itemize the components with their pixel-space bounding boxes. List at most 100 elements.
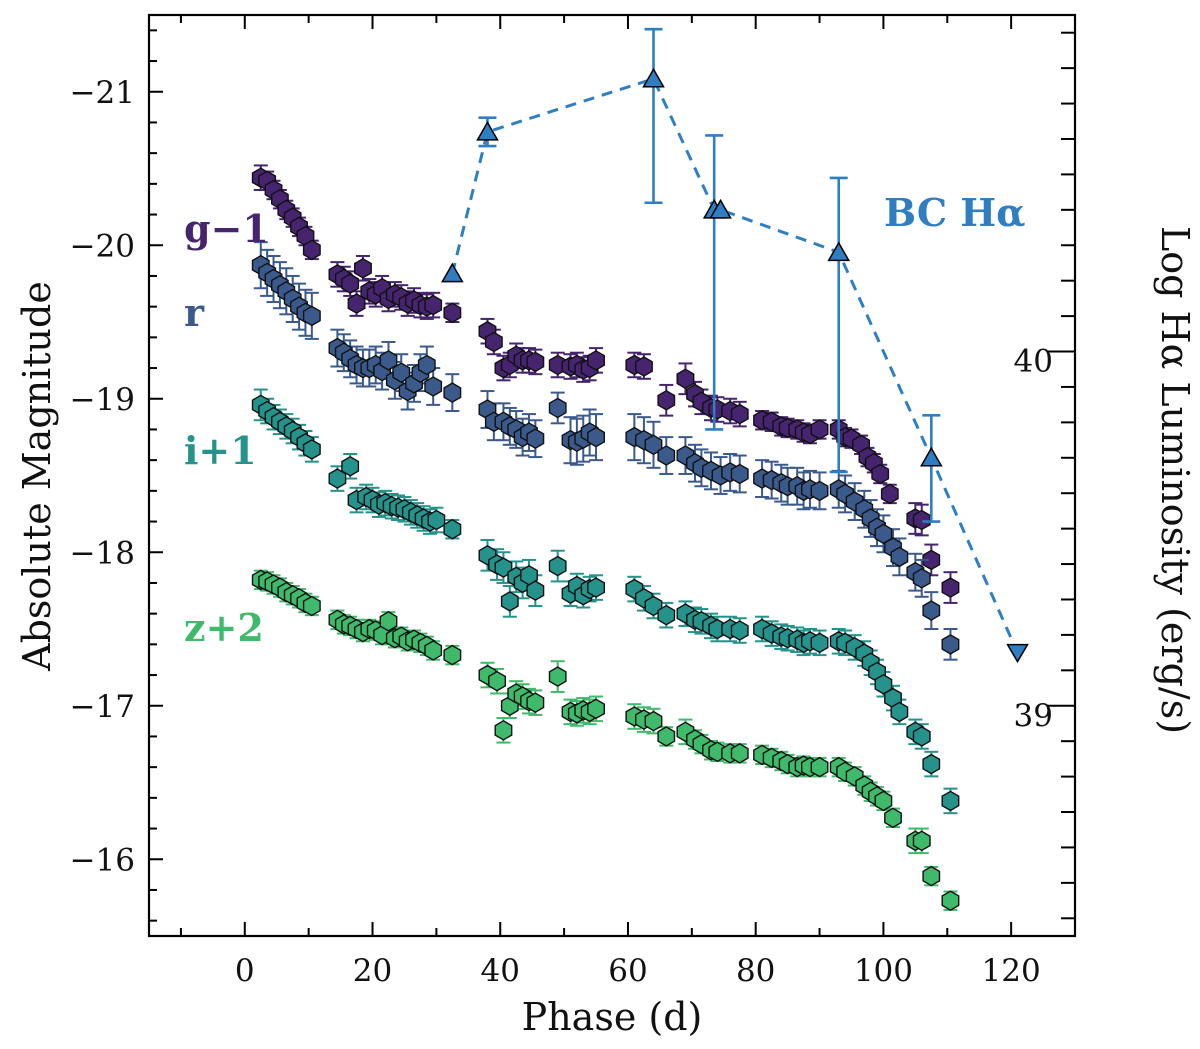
halpha-point xyxy=(441,262,464,283)
legend-label-bc-halpha: BC Hα xyxy=(884,190,1025,235)
legend-label-i: i+1 xyxy=(184,428,257,473)
data-point xyxy=(874,790,893,812)
halpha-point xyxy=(920,446,943,467)
data-point xyxy=(884,807,902,829)
data-point xyxy=(941,577,960,598)
data-point xyxy=(443,644,462,666)
data-point xyxy=(810,632,829,654)
y-tick-label: −18 xyxy=(70,535,135,571)
data-point xyxy=(379,350,398,371)
data-point xyxy=(922,753,941,775)
data-point xyxy=(730,620,749,641)
y-tick-label: −17 xyxy=(70,689,135,725)
data-point xyxy=(657,604,676,626)
y-axis-ticks: −16 −17 −18 −19 −20 −21 xyxy=(70,29,163,922)
right-tick-label: 39 xyxy=(1014,698,1053,734)
halpha-point xyxy=(709,198,732,219)
data-point xyxy=(657,445,676,466)
data-point xyxy=(874,673,893,695)
data-point xyxy=(302,239,321,261)
data-point xyxy=(644,710,663,732)
data-point xyxy=(890,546,909,568)
data-point xyxy=(922,865,941,887)
data-point xyxy=(443,302,462,324)
data-point xyxy=(302,305,321,327)
x-tick-label: 80 xyxy=(736,953,775,989)
series-g−1 xyxy=(251,164,960,604)
y-axis-label: Absolute Magnitude xyxy=(15,281,59,672)
y-tick-label: −20 xyxy=(70,228,135,264)
data-point xyxy=(874,523,893,545)
data-point xyxy=(484,331,503,353)
data-point xyxy=(657,726,676,747)
data-point xyxy=(341,273,360,294)
data-point xyxy=(941,790,960,812)
data-point xyxy=(443,382,462,403)
legend-label-z: z+2 xyxy=(184,605,264,650)
data-point xyxy=(526,692,545,714)
data-point xyxy=(941,890,960,912)
right-axis-ticks: 39 40 xyxy=(1014,31,1075,920)
series-z+2 xyxy=(251,569,960,912)
x-axis-label: Phase (d) xyxy=(522,995,703,1039)
data-point xyxy=(730,463,749,485)
data-point xyxy=(548,397,567,419)
data-point xyxy=(424,376,443,397)
data-point xyxy=(500,591,519,612)
data-point xyxy=(730,742,749,764)
right-tick-label: 40 xyxy=(1014,344,1053,380)
x-tick-label: 60 xyxy=(608,953,647,989)
data-point xyxy=(424,294,443,316)
y-tick-label: −21 xyxy=(70,75,135,111)
data-point xyxy=(912,830,931,852)
data-point xyxy=(424,640,443,661)
data-point xyxy=(730,403,749,425)
data-point xyxy=(922,600,941,621)
data-point xyxy=(392,362,411,384)
halpha-point xyxy=(827,241,851,262)
data-point xyxy=(548,555,567,577)
x-tick-label: 0 xyxy=(235,953,255,989)
data-point xyxy=(443,518,462,540)
data-point xyxy=(635,356,653,377)
data-point xyxy=(810,419,829,440)
series-r xyxy=(251,241,960,661)
x-tick-label: 20 xyxy=(353,953,392,989)
data-point xyxy=(488,670,506,692)
data-point xyxy=(941,634,960,655)
data-point xyxy=(341,455,360,477)
x-tick-label: 120 xyxy=(982,953,1041,989)
data-point xyxy=(810,756,829,778)
data-point xyxy=(526,351,545,373)
data-point xyxy=(644,434,663,456)
legend-label-r: r xyxy=(184,290,205,335)
halpha-point xyxy=(1006,643,1029,664)
data-point xyxy=(890,701,909,723)
x-tick-label: 40 xyxy=(481,953,520,989)
x-tick-label: 100 xyxy=(854,953,913,989)
plot-area xyxy=(147,13,1077,938)
data-point xyxy=(657,389,676,411)
data-point xyxy=(587,350,605,371)
y-tick-label: −19 xyxy=(70,382,135,418)
data-point xyxy=(676,368,695,390)
data-point xyxy=(302,439,321,460)
series-layer xyxy=(251,27,1029,912)
series-i+1 xyxy=(251,388,960,815)
right-axis-label: Log Hα Luminosity (erg/s) xyxy=(1153,226,1197,734)
data-point xyxy=(912,567,931,589)
data-point xyxy=(587,577,605,598)
data-point xyxy=(354,257,372,279)
halpha-point xyxy=(476,120,499,141)
data-point xyxy=(302,595,321,617)
halpha-dashed-line xyxy=(450,76,1019,654)
data-point xyxy=(548,666,567,687)
data-point xyxy=(912,726,931,747)
x-axis-ticks: 0 20 40 60 80 100 120 xyxy=(179,15,1076,989)
data-point xyxy=(427,509,446,531)
data-point xyxy=(526,428,545,450)
data-point xyxy=(810,480,829,502)
legend-label-g: g−1 xyxy=(184,206,269,251)
halpha-point xyxy=(642,67,665,88)
